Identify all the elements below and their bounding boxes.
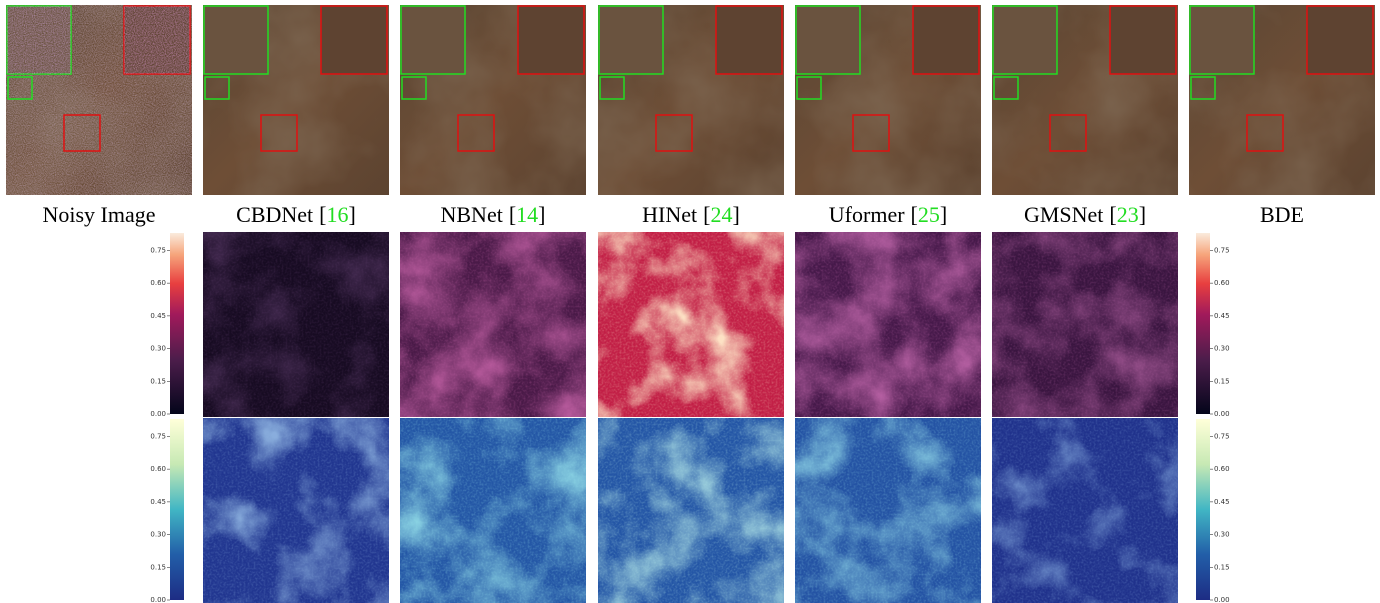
citation: 14 — [516, 202, 538, 227]
citation-bracket: ] — [1139, 202, 1146, 227]
column-label: NBNet[14] — [441, 202, 546, 227]
method-name: GMSNet — [1024, 202, 1103, 227]
figure: Noisy ImageCBDNet[16]NBNet[14]HINet[24]U… — [0, 0, 1380, 603]
column-label: Uformer[25] — [829, 202, 947, 227]
colorbar-tick-label: 0.75 — [1214, 432, 1230, 440]
colorbar — [170, 233, 184, 414]
column-label: BDE — [1260, 202, 1304, 227]
error-speckle — [598, 418, 784, 603]
error-speckle — [992, 418, 1178, 603]
citation-bracket: [ — [703, 202, 710, 227]
colorbar-tick-label: 0.60 — [1214, 279, 1230, 287]
method-name: BDE — [1260, 202, 1304, 227]
zoom-inset — [518, 6, 584, 74]
citation-bracket: [ — [319, 202, 326, 227]
citation-bracket: [ — [911, 202, 918, 227]
zoom-inset — [321, 6, 387, 74]
colorbar-tick-label: 0.00 — [150, 410, 166, 418]
colorbar-tick-label: 0.75 — [150, 246, 166, 254]
colorbar — [1196, 233, 1210, 414]
column-label: GMSNet[23] — [1024, 202, 1146, 227]
colorbar-tick-label: 0.00 — [150, 596, 166, 603]
colorbar-tick-label: 0.30 — [1214, 345, 1230, 353]
inset-noise — [7, 6, 71, 74]
colorbar-tick-label: 0.00 — [1214, 410, 1230, 418]
citation: 24 — [710, 202, 732, 227]
zoom-inset — [1190, 6, 1254, 74]
error-speckle — [203, 232, 389, 417]
colorbar-tick-label: 0.15 — [150, 377, 166, 385]
colorbar — [170, 419, 184, 600]
citation-bracket: ] — [349, 202, 356, 227]
zoom-inset — [796, 6, 860, 74]
colorbar-tick-label: 0.60 — [150, 279, 166, 287]
citation: 16 — [327, 202, 349, 227]
colorbar-tick-label: 0.30 — [150, 345, 166, 353]
error-speckle — [598, 232, 784, 417]
column-label: Noisy Image — [42, 202, 155, 227]
colorbar-tick-label: 0.75 — [150, 432, 166, 440]
inset-noise — [124, 6, 190, 74]
citation: 25 — [918, 202, 940, 227]
colorbar-tick-label: 0.75 — [1214, 246, 1230, 254]
citation-bracket: [ — [509, 202, 516, 227]
colorbar-tick-label: 0.45 — [150, 498, 166, 506]
citation-bracket: [ — [1109, 202, 1116, 227]
colorbar-tick-label: 0.45 — [1214, 312, 1230, 320]
zoom-inset — [401, 6, 465, 74]
error-speckle — [795, 232, 981, 417]
error-speckle — [400, 232, 586, 417]
colorbar — [1196, 419, 1210, 600]
colorbar-tick-label: 0.30 — [150, 531, 166, 539]
zoom-inset — [993, 6, 1057, 74]
error-speckle — [400, 418, 586, 603]
method-name: CBDNet — [236, 202, 313, 227]
citation-bracket: ] — [940, 202, 947, 227]
zoom-inset — [204, 6, 268, 74]
column-label: HINet[24] — [642, 202, 740, 227]
citation-bracket: ] — [732, 202, 739, 227]
citation: 23 — [1117, 202, 1139, 227]
citation-bracket: ] — [538, 202, 545, 227]
method-name: Noisy Image — [42, 202, 155, 227]
column-label: CBDNet[16] — [236, 202, 356, 227]
error-speckle — [203, 418, 389, 603]
colorbar-tick-label: 0.15 — [1214, 563, 1230, 571]
error-speckle — [795, 418, 981, 603]
colorbar-tick-label: 0.15 — [150, 563, 166, 571]
zoom-inset — [1307, 6, 1373, 74]
colorbar-tick-label: 0.15 — [1214, 377, 1230, 385]
colorbar-tick-label: 0.30 — [1214, 531, 1230, 539]
colorbar-tick-label: 0.45 — [150, 312, 166, 320]
colorbar-tick-label: 0.60 — [150, 465, 166, 473]
colorbar-tick-label: 0.45 — [1214, 498, 1230, 506]
colorbar-tick-label: 0.60 — [1214, 465, 1230, 473]
zoom-inset — [1110, 6, 1176, 74]
error-speckle — [992, 232, 1178, 417]
method-name: Uformer — [829, 202, 905, 227]
zoom-inset — [716, 6, 782, 74]
zoom-inset — [599, 6, 663, 74]
colorbar-tick-label: 0.00 — [1214, 596, 1230, 603]
method-name: NBNet — [441, 202, 503, 227]
method-name: HINet — [642, 202, 697, 227]
zoom-inset — [913, 6, 979, 74]
